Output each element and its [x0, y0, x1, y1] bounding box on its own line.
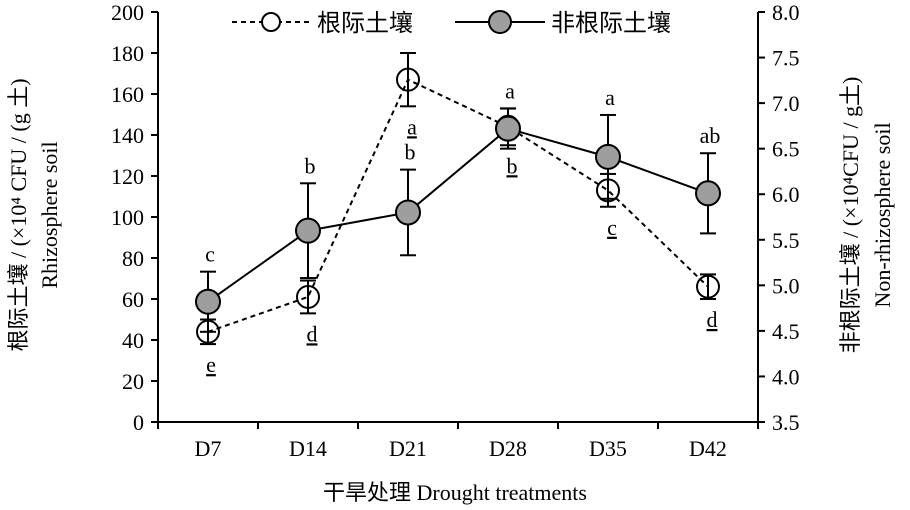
- right-tick-label: 7.5: [772, 46, 800, 71]
- series-line-rhizosphere: [207, 78, 709, 333]
- left-tick-label: 80: [122, 246, 144, 271]
- x-tick-label: D7: [195, 436, 222, 461]
- x-tick-label: D14: [289, 436, 327, 461]
- data-point-rhizosphere: [396, 67, 420, 92]
- data-point-rhizosphere: [196, 319, 220, 344]
- data-point-non-rhizosphere: [495, 115, 521, 142]
- letter-non-rhizosphere: b: [305, 153, 316, 178]
- data-point-non-rhizosphere: [295, 217, 321, 244]
- letter-rhizosphere: e: [206, 352, 216, 377]
- x-tick-label: D28: [489, 436, 527, 461]
- right-axis-label-cn: 非根际土壤 / (×10⁴CFU / g土): [838, 77, 863, 354]
- letter-rhizosphere: d: [307, 321, 318, 346]
- letter-non-rhizosphere: ab: [700, 123, 721, 148]
- data-point-rhizosphere: [596, 178, 620, 203]
- letter-rhizosphere: d: [707, 307, 718, 332]
- legend-label-non-rhizosphere: 非根际土壤: [551, 10, 671, 37]
- left-tick-label: 40: [122, 328, 144, 353]
- left-tick-label: 140: [111, 123, 144, 148]
- letter-rhizosphere: a: [407, 114, 417, 139]
- left-tick-label: 0: [133, 410, 144, 435]
- left-tick-label: 200: [111, 0, 144, 25]
- letter-non-rhizosphere: b: [405, 140, 416, 165]
- letter-non-rhizosphere: c: [205, 242, 215, 267]
- right-tick-label: 5.5: [772, 228, 800, 253]
- left-tick-label: 160: [111, 82, 144, 107]
- right-axis-label-en: Non-rhizosphere soil: [870, 122, 895, 307]
- legend-label-rhizosphere: 根际土壤: [317, 10, 413, 37]
- left-tick-label: 100: [111, 205, 144, 230]
- series-line-non-rhizosphere: [207, 127, 709, 303]
- axes: [157, 12, 759, 423]
- right-tick-label: 6.0: [772, 182, 800, 207]
- x-tick-label: D21: [389, 436, 427, 461]
- data-point-non-rhizosphere: [595, 143, 621, 170]
- data-point-non-rhizosphere: [195, 288, 221, 315]
- plot-area: [195, 52, 721, 346]
- right-tick-label: 3.5: [772, 410, 800, 435]
- left-tick-label: 180: [111, 41, 144, 66]
- letter-non-rhizosphere: a: [605, 85, 615, 110]
- left-axis-label-cn: 根际土壤 / (×10⁴ CFU / (g 土): [6, 78, 31, 351]
- legend-marker-non-rhizosphere: [488, 10, 512, 34]
- letter-rhizosphere: b: [507, 153, 518, 178]
- legend: 根际土壤 非根际土壤: [232, 10, 671, 37]
- right-tick-label: 5.0: [772, 273, 800, 298]
- letter-non-rhizosphere: a: [505, 79, 515, 104]
- x-axis-label: 干旱处理 Drought treatments: [323, 480, 587, 505]
- right-tick-label: 4.0: [772, 364, 800, 389]
- left-tick-label: 20: [122, 369, 144, 394]
- right-ticks: 3.5 4.0 4.5 5.0 5.5 6.0 6.5 7.0 7.5 8.0: [758, 0, 800, 435]
- data-point-non-rhizosphere: [395, 199, 421, 226]
- right-tick-label: 4.5: [772, 319, 800, 344]
- x-tick-label: D35: [589, 436, 627, 461]
- left-ticks: 0 20 40 60 80 100 120 140 160 180 200: [111, 0, 158, 435]
- data-point-non-rhizosphere: [695, 180, 721, 207]
- data-point-rhizosphere: [696, 274, 720, 299]
- right-tick-label: 7.0: [772, 91, 800, 116]
- data-point-rhizosphere: [296, 284, 320, 309]
- right-tick-label: 8.0: [772, 0, 800, 25]
- legend-marker-rhizosphere: [261, 12, 281, 32]
- x-tick-label: D42: [689, 436, 727, 461]
- left-tick-label: 120: [111, 164, 144, 189]
- left-axis-label-en: Rhizosphere soil: [37, 141, 62, 288]
- x-ticks: D7 D14 D21 D28 D35 D42: [157, 422, 759, 461]
- right-tick-label: 6.5: [772, 137, 800, 162]
- left-tick-label: 60: [122, 287, 144, 312]
- letter-rhizosphere: c: [607, 215, 617, 240]
